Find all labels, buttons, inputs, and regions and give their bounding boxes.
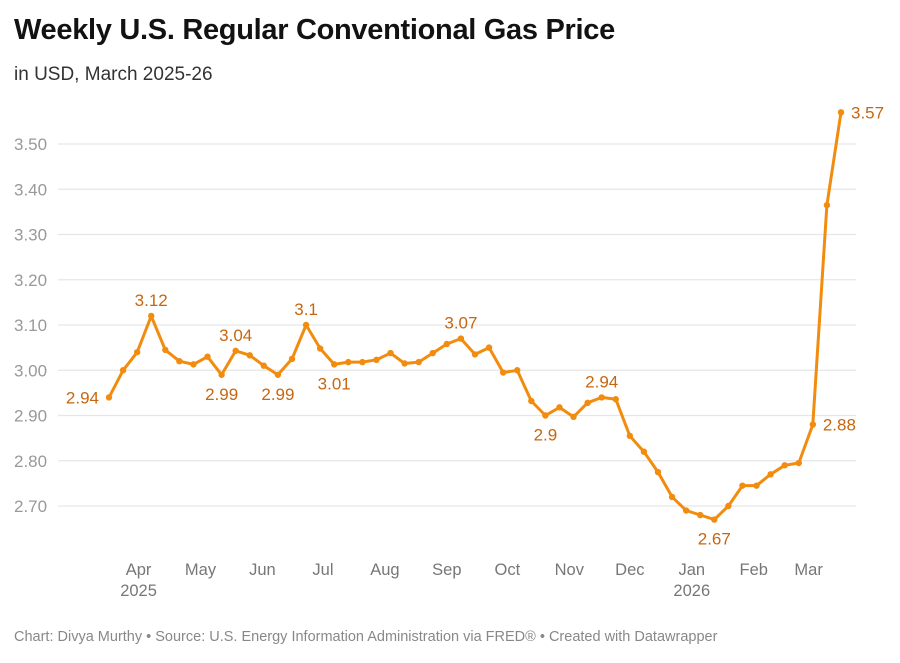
y-tick-label: 3.50 [14, 135, 47, 154]
data-point [795, 459, 802, 467]
data-label: 2.67 [698, 530, 731, 549]
data-point [457, 335, 465, 342]
data-point [612, 396, 619, 403]
data-label: 3.04 [219, 326, 252, 345]
data-point [485, 344, 493, 351]
data-point [514, 367, 521, 374]
x-tick-label: Aug [370, 561, 399, 579]
data-point [556, 404, 563, 411]
data-point [218, 371, 225, 378]
data-point [288, 355, 296, 363]
data-point [767, 471, 774, 478]
data-point [598, 394, 605, 401]
series-points [105, 109, 845, 523]
data-point [401, 360, 408, 367]
data-point [359, 358, 366, 366]
data-point [204, 353, 211, 360]
x-tick-year-label: 2026 [673, 582, 710, 600]
data-point [274, 371, 282, 378]
data-point [373, 356, 380, 364]
data-label: 2.88 [823, 416, 856, 435]
x-tick-label: Jan [678, 561, 705, 579]
data-label: 3.12 [135, 291, 168, 310]
data-point [682, 507, 690, 514]
data-point [119, 367, 127, 374]
y-tick-label: 3.40 [14, 180, 47, 199]
data-point [429, 349, 436, 357]
data-label: 3.1 [294, 300, 318, 319]
data-point [823, 201, 831, 209]
data-point [260, 362, 268, 369]
data-point [725, 502, 732, 510]
data-point [809, 421, 817, 428]
x-axis-ticks: Apr 2025 May Jun Jul Aug Sep Oct Nov Dec Jan 2026 Fe… [120, 561, 823, 600]
data-point [528, 397, 535, 405]
x-tick-label: Dec [615, 561, 644, 579]
data-point [837, 109, 845, 116]
data-point [542, 412, 549, 419]
x-tick-label: Nov [555, 561, 585, 579]
data-point [471, 351, 479, 358]
data-point [753, 482, 760, 489]
chart-footer-credits: Chart: Divya Murthy • Source: U.S. Energ… [14, 629, 718, 645]
x-tick-label: Sep [432, 561, 461, 579]
chart-title: Weekly U.S. Regular Conventional Gas Pri… [14, 14, 615, 46]
gridlines [58, 143, 856, 507]
data-point [133, 348, 141, 356]
data-label: 3.57 [851, 103, 884, 122]
data-label: 3.07 [444, 314, 477, 333]
data-point [739, 482, 746, 489]
data-point [443, 340, 451, 348]
data-point [105, 394, 113, 401]
chart-subtitle: in USD, March 2025-26 [14, 64, 213, 85]
data-point [176, 358, 183, 365]
y-tick-label: 2.90 [14, 407, 47, 426]
x-tick-label: Apr [126, 561, 152, 579]
y-axis-ticks: 2.70 2.80 2.90 3.00 3.10 3.20 3.30 3.40 3.50 [14, 135, 47, 516]
y-tick-label: 3.00 [14, 361, 47, 380]
data-point [148, 312, 155, 320]
data-point [190, 361, 197, 368]
data-point [302, 321, 310, 329]
data-point [668, 493, 676, 501]
data-label: 2.99 [205, 385, 238, 404]
data-point [584, 399, 591, 407]
data-label: 2.94 [585, 372, 618, 391]
data-point [654, 468, 662, 476]
y-tick-label: 3.30 [14, 226, 47, 245]
data-label: 3.01 [318, 374, 351, 393]
x-tick-label: Feb [740, 561, 768, 579]
data-point [640, 448, 648, 455]
data-point [316, 345, 324, 352]
data-point [246, 352, 253, 359]
x-tick-label: Jul [312, 561, 333, 579]
data-point [781, 462, 788, 469]
data-point [570, 413, 577, 421]
x-tick-label: May [185, 561, 217, 579]
data-point [499, 369, 507, 376]
y-tick-label: 3.20 [14, 271, 47, 290]
data-point [697, 511, 704, 519]
data-point [415, 358, 422, 366]
data-point [345, 358, 352, 366]
data-point [387, 349, 394, 357]
data-point [331, 361, 338, 368]
x-tick-label: Mar [794, 561, 823, 579]
y-tick-label: 3.10 [14, 316, 47, 335]
data-point [711, 516, 718, 523]
x-tick-year-label: 2025 [120, 582, 157, 600]
data-label: 2.9 [534, 426, 558, 445]
data-point [232, 347, 239, 354]
data-labels: 2.94 3.12 2.99 3.04 2.99 3.1 3.01 3.07 2.9 2.94 2.… [66, 103, 884, 548]
y-tick-label: 2.70 [14, 497, 47, 516]
y-tick-label: 2.80 [14, 452, 47, 471]
data-point [626, 432, 634, 440]
data-point [162, 346, 169, 354]
data-label: 2.94 [66, 388, 99, 407]
data-label: 2.99 [261, 385, 294, 404]
x-tick-label: Oct [495, 561, 521, 579]
x-tick-label: Jun [249, 561, 276, 579]
